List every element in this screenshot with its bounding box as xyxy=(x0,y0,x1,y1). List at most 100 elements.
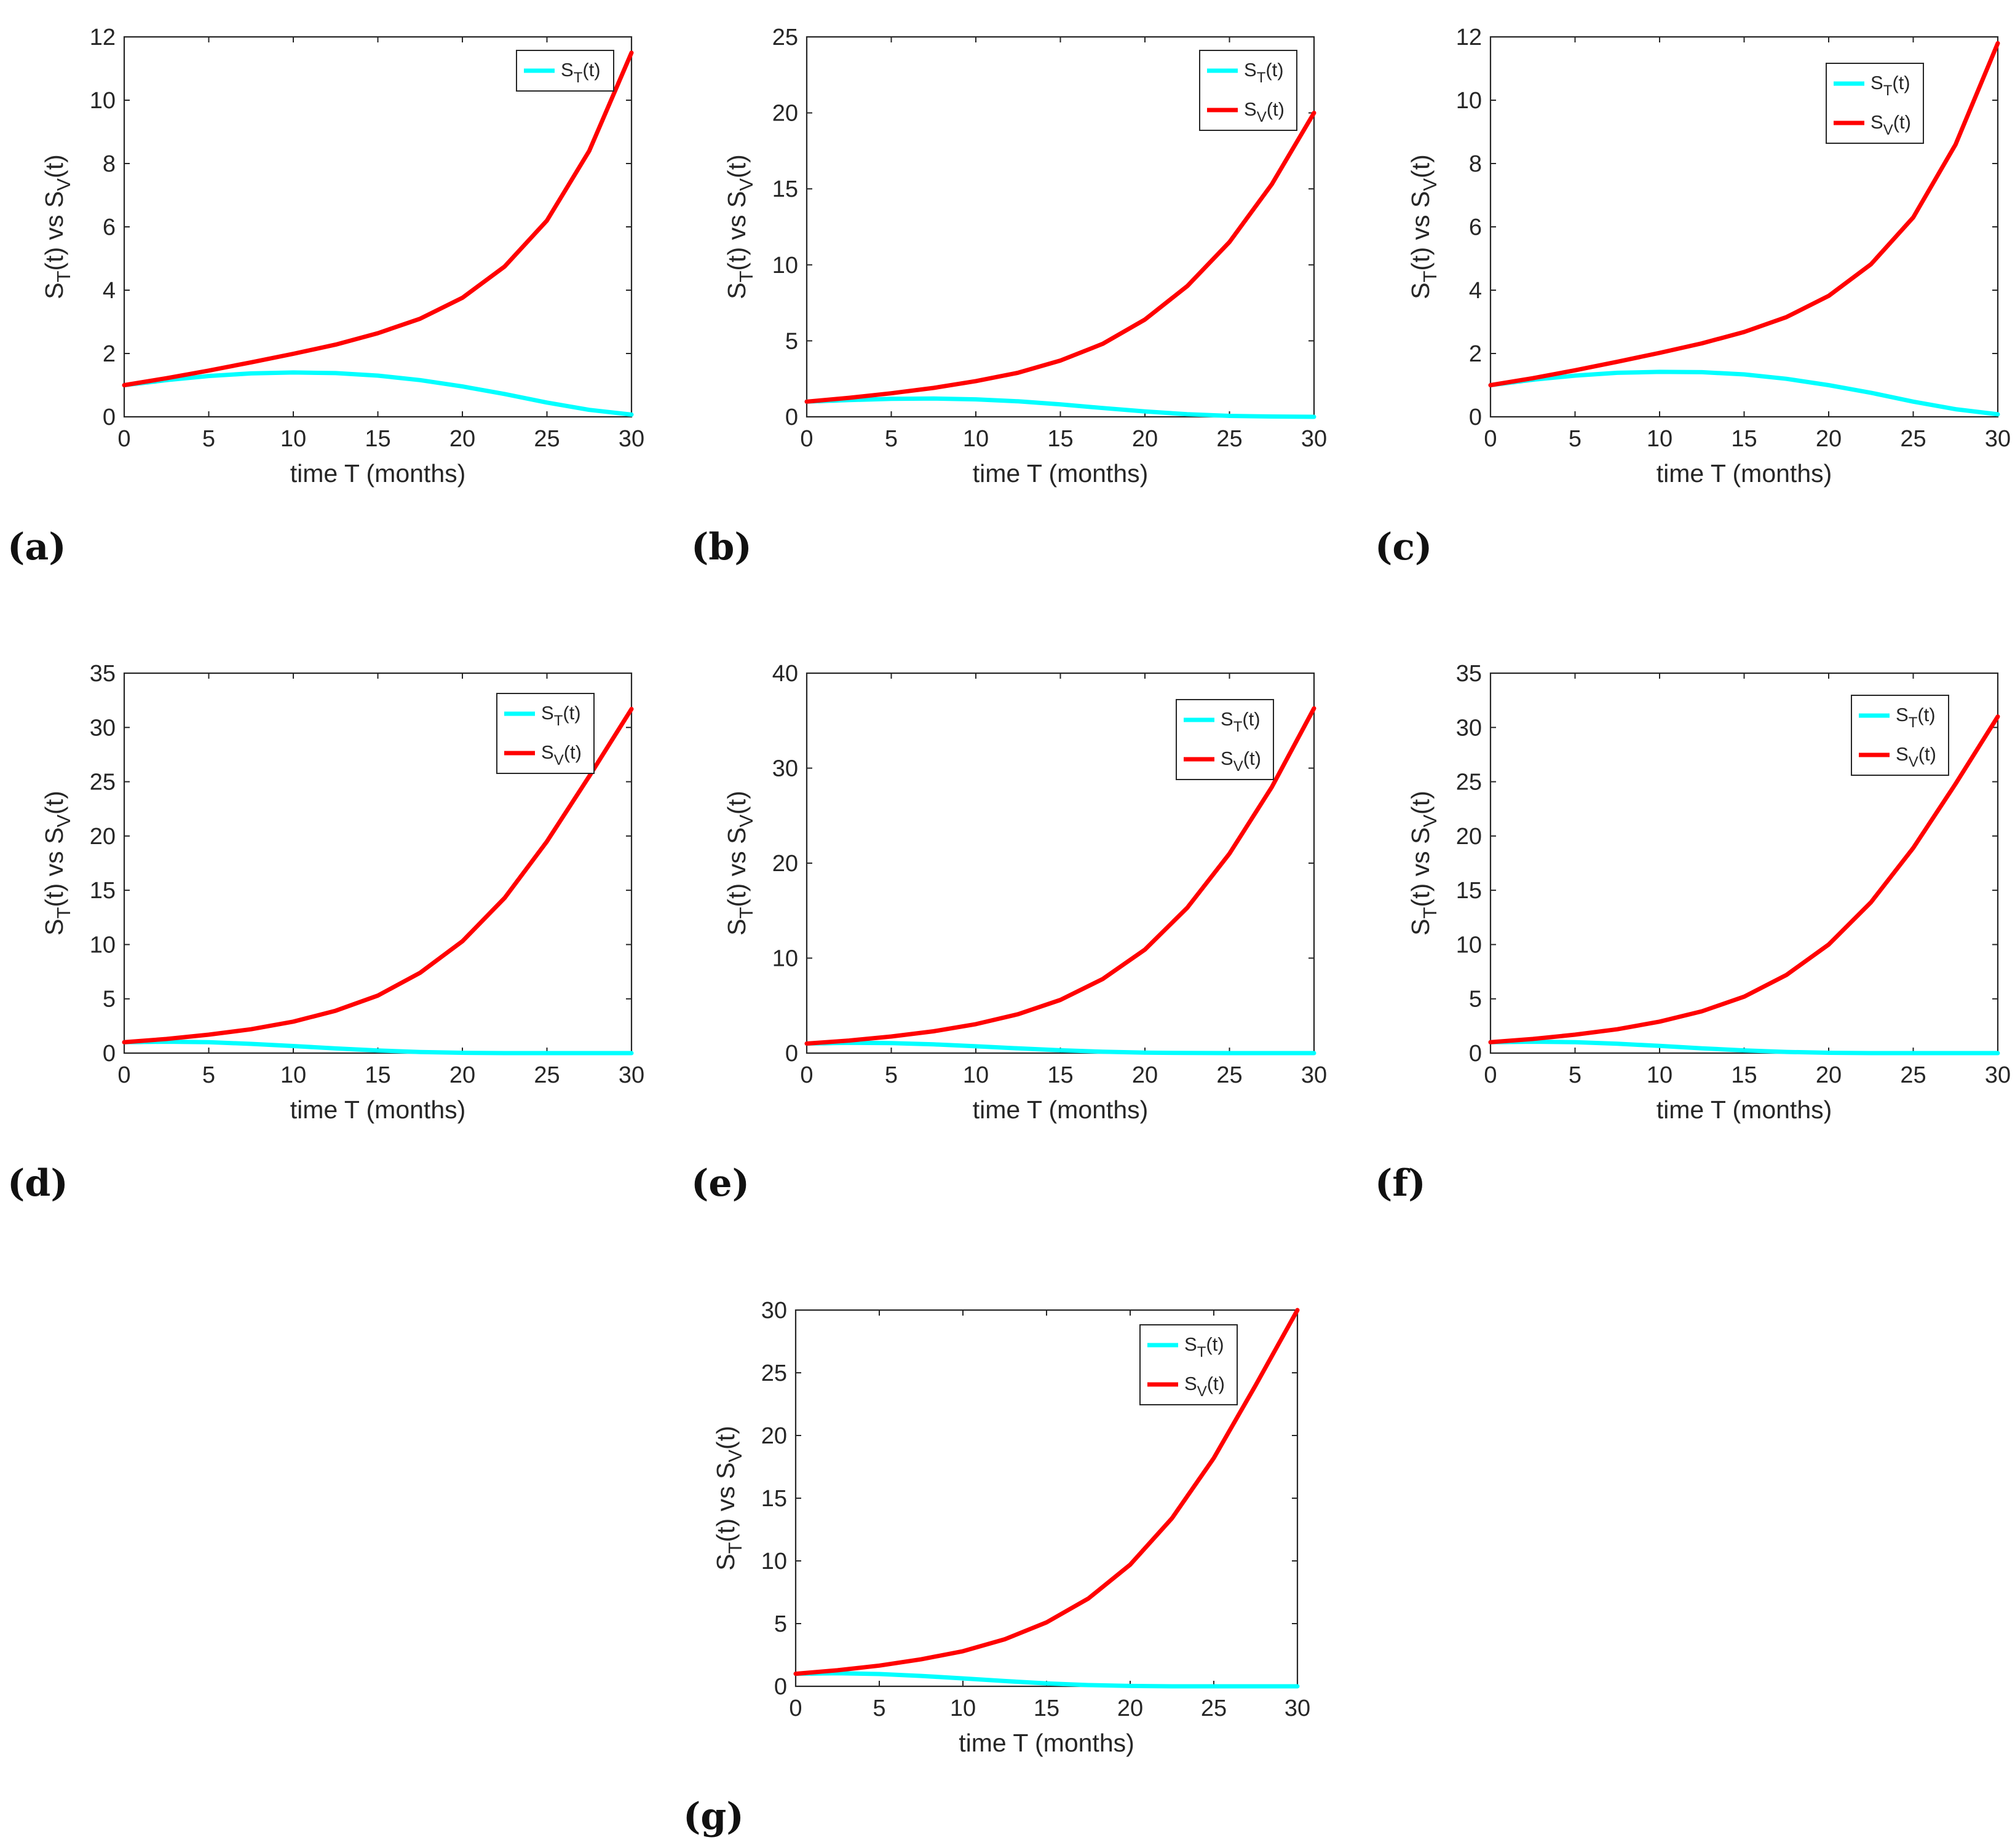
x-tick-label: 10 xyxy=(1647,426,1673,452)
x-tick-label: 0 xyxy=(800,426,813,452)
y-tick-label: 0 xyxy=(103,405,116,430)
x-tick-label: 20 xyxy=(1816,1062,1842,1088)
y-tick-label: 0 xyxy=(1469,405,1482,430)
x-tick-label: 5 xyxy=(202,1062,215,1088)
x-tick-label: 20 xyxy=(1117,1696,1143,1721)
legend-subscript: T xyxy=(554,713,563,729)
legend-subscript: V xyxy=(1197,1383,1207,1400)
chart-panel: 0 5 10 15 20 25 30 0 5 10 15 20 25 30 35 time T (months… xyxy=(1375,661,2011,1205)
x-tick-label: 10 xyxy=(950,1696,976,1721)
x-tick-label: 5 xyxy=(1569,1062,1582,1088)
y-axis-label: ST(t) vs SV(t) xyxy=(722,154,757,299)
y-axis-label: ST(t) vs SV(t) xyxy=(40,791,74,936)
chart-panel: 0 5 10 15 20 25 30 0 5 10 15 20 25 time T (months) ST(… xyxy=(691,25,1327,569)
y-tick-label: 15 xyxy=(1456,878,1482,904)
x-tick-label: 25 xyxy=(534,426,560,452)
y-tick-label: 6 xyxy=(103,215,116,240)
x-axis-label: time T (months) xyxy=(1657,459,1832,488)
y-label-subscript: V xyxy=(1419,178,1441,191)
x-tick-label: 25 xyxy=(1900,426,1926,452)
y-tick-label: 10 xyxy=(772,946,798,972)
y-axis-label: ST(t) vs SV(t) xyxy=(1406,791,1441,936)
legend-subscript: T xyxy=(1883,82,1893,99)
x-tick-label: 5 xyxy=(885,426,898,452)
chart-panel: 0 5 10 15 20 25 30 0 5 10 15 20 25 30 35 time T (months… xyxy=(7,661,644,1205)
y-label-subscript: T xyxy=(735,270,757,282)
y-tick-label: 4 xyxy=(103,278,116,304)
x-tick-label: 30 xyxy=(619,1062,644,1088)
x-axis-label: time T (months) xyxy=(1657,1096,1832,1124)
x-tick-label: 20 xyxy=(449,426,475,452)
x-tick-label: 25 xyxy=(1216,426,1242,452)
legend: ST(t) SV(t) xyxy=(497,693,594,773)
x-tick-label: 0 xyxy=(117,426,130,452)
y-tick-label: 20 xyxy=(772,851,798,877)
x-tick-label: 15 xyxy=(1034,1696,1059,1721)
panel-letter: (c) xyxy=(1375,526,1432,569)
y-tick-label: 0 xyxy=(785,405,798,430)
y-label-subscript: T xyxy=(53,270,74,282)
y-label-subscript: V xyxy=(1419,815,1441,827)
y-tick-label: 15 xyxy=(761,1486,787,1512)
y-tick-label: 5 xyxy=(774,1611,787,1637)
x-tick-label: 20 xyxy=(1132,426,1158,452)
y-tick-label: 10 xyxy=(90,932,116,958)
legend: ST(t) SV(t) xyxy=(1200,50,1297,130)
panel-letter: (a) xyxy=(7,526,66,569)
x-tick-label: 0 xyxy=(1484,426,1497,452)
y-tick-label: 30 xyxy=(90,715,116,741)
x-tick-label: 30 xyxy=(1285,1696,1310,1721)
y-label-subscript: V xyxy=(53,815,74,827)
y-tick-label: 35 xyxy=(90,661,116,687)
x-tick-label: 25 xyxy=(1900,1062,1926,1088)
y-tick-label: 10 xyxy=(772,253,798,278)
y-tick-label: 0 xyxy=(103,1041,116,1067)
y-axis-label: ST(t) vs SV(t) xyxy=(40,154,74,299)
y-tick-label: 8 xyxy=(1469,151,1482,177)
x-tick-label: 25 xyxy=(1201,1696,1227,1721)
y-tick-label: 5 xyxy=(103,987,116,1013)
y-tick-label: 35 xyxy=(1456,661,1482,687)
panel-letter: (b) xyxy=(691,526,752,569)
x-tick-label: 0 xyxy=(800,1062,813,1088)
legend-subscript: V xyxy=(1883,122,1893,138)
x-tick-label: 15 xyxy=(365,1062,390,1088)
y-label-subscript: V xyxy=(735,815,757,827)
legend-subscript: T xyxy=(1233,719,1243,735)
panel-letter: (e) xyxy=(691,1162,750,1205)
x-tick-label: 20 xyxy=(1816,426,1842,452)
y-label-subscript: V xyxy=(735,178,757,191)
x-tick-label: 25 xyxy=(1216,1062,1242,1088)
y-axis-label: ST(t) vs SV(t) xyxy=(1406,154,1441,299)
x-tick-label: 30 xyxy=(1985,426,2011,452)
x-tick-label: 0 xyxy=(1484,1062,1497,1088)
x-tick-label: 10 xyxy=(1647,1062,1673,1088)
legend: ST(t) SV(t) xyxy=(1140,1325,1237,1405)
y-label-subscript: T xyxy=(724,1542,746,1554)
x-tick-label: 10 xyxy=(963,426,989,452)
legend-subscript: T xyxy=(1909,714,1918,731)
x-tick-label: 15 xyxy=(1047,426,1073,452)
x-axis-label: time T (months) xyxy=(290,1096,466,1124)
y-tick-label: 15 xyxy=(90,878,116,904)
y-tick-label: 8 xyxy=(103,151,116,177)
y-tick-label: 0 xyxy=(785,1041,798,1067)
x-tick-label: 25 xyxy=(534,1062,560,1088)
y-tick-label: 0 xyxy=(1469,1041,1482,1067)
x-tick-label: 5 xyxy=(1569,426,1582,452)
legend: ST(t) xyxy=(517,50,614,91)
legend-subscript: V xyxy=(1257,109,1267,125)
y-tick-label: 6 xyxy=(1469,215,1482,240)
chart-panel: 0 5 10 15 20 25 30 0 5 10 15 20 25 30 time T (months) S… xyxy=(683,1298,1310,1838)
axes-box xyxy=(124,37,631,417)
y-tick-label: 10 xyxy=(1456,932,1482,958)
y-tick-label: 0 xyxy=(774,1674,787,1700)
x-tick-label: 20 xyxy=(449,1062,475,1088)
x-tick-label: 10 xyxy=(280,426,306,452)
legend-subscript: V xyxy=(554,752,564,768)
legend: ST(t) SV(t) xyxy=(1176,700,1273,780)
legend: ST(t) SV(t) xyxy=(1826,63,1923,143)
y-tick-label: 2 xyxy=(103,341,116,367)
chart-panel: 0 5 10 15 20 25 30 0 2 4 6 8 10 12 time T (months) ST(t… xyxy=(7,25,644,569)
y-label-subscript: T xyxy=(1419,270,1441,282)
